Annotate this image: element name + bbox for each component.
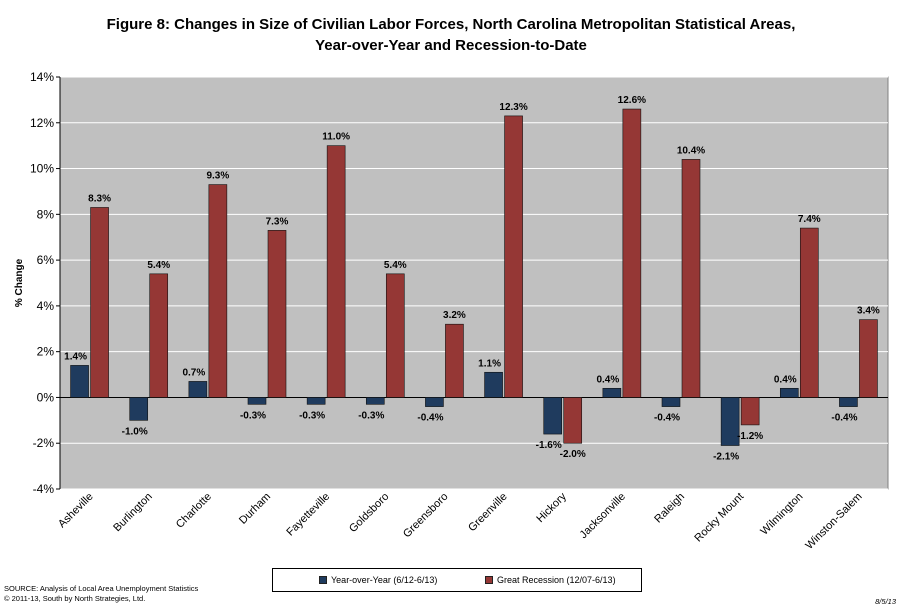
plot-area: [59, 76, 889, 490]
data-label-recession: 11.0%: [322, 132, 350, 143]
legend-label-great-recession: Great Recession (12/07-6/13): [497, 575, 616, 585]
y-tick-label: 0%: [37, 390, 55, 404]
data-label-recession: 3.4%: [857, 306, 880, 317]
bar-yoy: [720, 397, 740, 446]
legend-item-year-over-year: Year-over-Year (6/12-6/13): [319, 575, 437, 585]
data-label-recession: 8.3%: [88, 193, 111, 204]
source-line-1: SOURCE: Analysis of Local Area Unemploym…: [4, 584, 199, 593]
bar-recession: [504, 115, 523, 398]
data-label-recession: 5.4%: [384, 260, 407, 271]
bar-yoy: [129, 397, 149, 421]
data-label-yoy: -1.0%: [122, 426, 148, 437]
data-label-yoy: -0.3%: [299, 410, 325, 421]
bar-yoy: [779, 387, 799, 398]
bar-yoy: [365, 397, 385, 405]
bar-recession: [385, 273, 405, 398]
legend-swatch-year-over-year: [319, 576, 327, 584]
data-label-yoy: 1.4%: [64, 351, 87, 362]
bar-recession: [326, 145, 346, 398]
chart-title-line-1: Figure 8: Changes in Size of Civilian La…: [106, 16, 796, 33]
y-tick-label: 14%: [30, 70, 54, 84]
chart-legend: Year-over-Year (6/12-6/13) Great Recessi…: [272, 568, 642, 592]
y-tick-label: 4%: [37, 299, 55, 313]
bar-yoy: [306, 397, 326, 405]
data-label-recession: 7.3%: [266, 216, 289, 227]
x-tick-label: Winston-Salem: [803, 491, 864, 552]
data-label-yoy: -2.1%: [713, 452, 739, 463]
data-label-recession: 12.6%: [618, 95, 646, 106]
data-label-yoy: -1.6%: [536, 440, 562, 451]
y-tick-label: -4%: [33, 482, 55, 496]
x-tick-label: Greenville: [466, 491, 510, 535]
y-tick-label: 12%: [30, 116, 54, 130]
data-label-recession: -1.2%: [737, 431, 763, 442]
data-label-recession: 3.2%: [443, 310, 466, 321]
bar-yoy: [70, 365, 89, 398]
chart-title: Figure 8: Changes in Size of Civilian La…: [0, 14, 902, 56]
x-tick-label: Jacksonville: [578, 491, 628, 541]
x-tick-label: Burlington: [111, 491, 155, 535]
data-label-yoy: -0.3%: [358, 410, 384, 421]
data-label-recession: 7.4%: [798, 214, 821, 225]
y-tick-label: -2%: [33, 436, 55, 450]
legend-swatch-great-recession: [485, 576, 493, 584]
source-line-2: © 2011-13, South by North Strategies, Lt…: [4, 594, 146, 603]
y-tick-label: 2%: [37, 345, 55, 359]
bar-yoy: [425, 397, 444, 407]
x-tick-label: Wilmington: [758, 491, 805, 538]
x-tick-label: Raleigh: [652, 491, 687, 526]
bar-recession: [622, 108, 642, 398]
data-label-yoy: 0.4%: [596, 374, 619, 385]
x-tick-label: Hickory: [534, 490, 569, 525]
data-label-recession: -2.0%: [560, 449, 586, 460]
y-tick-label: 8%: [37, 207, 55, 221]
data-label-recession: 9.3%: [206, 171, 229, 182]
y-tick-label: 6%: [37, 253, 55, 267]
bar-yoy: [543, 397, 563, 435]
date-stamp: 8/5/13: [875, 597, 896, 606]
bar-recession: [445, 323, 464, 398]
chart-title-line-2: Year-over-Year and Recession-to-Date: [315, 37, 587, 54]
bar-recession: [740, 397, 760, 426]
x-tick-label: Asheville: [56, 491, 96, 531]
bar-recession: [90, 207, 109, 398]
source-note: SOURCE: Analysis of Local Area Unemploym…: [4, 584, 198, 604]
bar-yoy: [247, 397, 267, 405]
data-label-yoy: 0.7%: [182, 367, 205, 378]
bar-recession: [563, 397, 583, 444]
bar-yoy: [661, 397, 681, 407]
data-label-recession: 5.4%: [147, 260, 170, 271]
y-axis-label: % Change: [14, 258, 25, 307]
bar-yoy: [602, 387, 622, 398]
bar-yoy: [188, 381, 208, 398]
bar-recession: [859, 319, 878, 398]
legend-item-great-recession: Great Recession (12/07-6/13): [485, 575, 616, 585]
x-tick-label: Goldsboro: [347, 491, 391, 535]
data-label-yoy: -0.3%: [240, 410, 266, 421]
data-label-recession: 10.4%: [677, 145, 705, 156]
bar-recession: [267, 230, 287, 398]
legend-label-year-over-year: Year-over-Year (6/12-6/13): [331, 575, 438, 585]
x-tick-label: Fayetteville: [284, 491, 332, 539]
data-label-yoy: 0.4%: [774, 374, 797, 385]
data-label-yoy: -0.4%: [417, 413, 443, 424]
data-label-recession: 12.3%: [499, 102, 527, 113]
x-tick-label: Durham: [237, 491, 273, 527]
bar-yoy: [839, 397, 858, 407]
bar-recession: [681, 159, 701, 398]
bar-recession: [149, 273, 169, 398]
x-tick-label: Greensboro: [401, 491, 451, 541]
y-tick-label: 10%: [30, 162, 54, 176]
bar-recession: [208, 184, 228, 398]
data-label-yoy: -0.4%: [831, 413, 857, 424]
data-label-yoy: 1.1%: [478, 358, 501, 369]
bar-recession: [799, 227, 819, 398]
data-label-yoy: -0.4%: [654, 413, 680, 424]
bar-yoy: [484, 371, 503, 398]
x-tick-label: Rocky Mount: [692, 491, 746, 545]
x-tick-label: Charlotte: [174, 491, 214, 531]
